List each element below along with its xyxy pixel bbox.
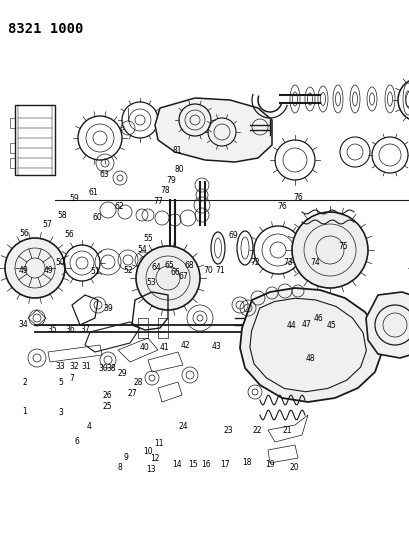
Text: 1: 1: [22, 407, 27, 416]
Text: 69: 69: [227, 231, 237, 240]
Text: 26: 26: [102, 391, 112, 400]
Text: 53: 53: [146, 278, 155, 287]
Text: 35: 35: [47, 325, 57, 334]
Text: 25: 25: [102, 402, 112, 410]
Text: 8: 8: [117, 464, 122, 472]
Text: 46: 46: [313, 314, 323, 323]
Text: 18: 18: [241, 458, 251, 467]
Text: 36: 36: [65, 325, 75, 334]
Polygon shape: [239, 288, 381, 402]
Text: 11: 11: [154, 439, 164, 448]
Circle shape: [291, 212, 367, 288]
Text: 32: 32: [70, 362, 79, 371]
Text: 67: 67: [178, 272, 188, 280]
Text: 14: 14: [172, 461, 182, 469]
Text: 20: 20: [289, 464, 299, 472]
Text: 52: 52: [123, 266, 133, 275]
Text: 9: 9: [124, 453, 128, 462]
Text: 29: 29: [117, 369, 127, 377]
Text: 47: 47: [301, 320, 311, 328]
Text: 51: 51: [90, 268, 100, 276]
Text: 75: 75: [338, 242, 348, 251]
Text: 28: 28: [133, 378, 143, 387]
Text: 15: 15: [187, 461, 197, 469]
Text: 79: 79: [166, 176, 176, 184]
Text: 68: 68: [184, 261, 194, 270]
Polygon shape: [155, 98, 271, 162]
Text: 74: 74: [309, 258, 319, 266]
Circle shape: [5, 238, 65, 298]
Text: 70: 70: [203, 266, 213, 275]
Text: 62: 62: [115, 203, 124, 211]
Text: 44: 44: [286, 321, 296, 329]
Text: 13: 13: [146, 465, 155, 473]
Text: 12: 12: [150, 454, 160, 463]
Text: 8321 1000: 8321 1000: [8, 22, 83, 36]
Text: 81: 81: [172, 146, 182, 155]
Text: 19: 19: [264, 461, 274, 469]
Text: 45: 45: [326, 321, 335, 329]
Text: 56: 56: [64, 230, 74, 239]
Text: 34: 34: [19, 320, 29, 328]
Text: 17: 17: [219, 461, 229, 469]
Text: 27: 27: [127, 389, 137, 398]
Text: 41: 41: [159, 343, 169, 352]
Text: 6: 6: [74, 437, 79, 446]
Text: 2: 2: [22, 378, 27, 387]
Text: 5: 5: [58, 378, 63, 387]
Text: 59: 59: [70, 194, 79, 203]
Text: 42: 42: [180, 341, 190, 350]
Text: 7: 7: [69, 374, 74, 383]
Text: 57: 57: [42, 221, 52, 229]
Text: 4: 4: [87, 422, 92, 431]
Text: 61: 61: [88, 189, 98, 197]
Text: 50: 50: [56, 258, 65, 266]
Text: 40: 40: [139, 343, 149, 352]
Text: 30: 30: [98, 365, 108, 373]
Text: 66: 66: [170, 269, 180, 277]
Text: 76: 76: [276, 203, 286, 211]
Text: 48: 48: [305, 354, 315, 362]
Text: 49: 49: [43, 266, 53, 275]
Text: 23: 23: [223, 426, 233, 435]
Text: 60: 60: [92, 213, 102, 222]
Text: 77: 77: [153, 197, 162, 206]
Text: 58: 58: [57, 211, 67, 220]
Text: 73: 73: [282, 258, 292, 266]
Text: 63: 63: [99, 171, 109, 179]
Text: 37: 37: [80, 325, 90, 334]
Text: 22: 22: [252, 426, 262, 435]
Text: 76: 76: [293, 193, 303, 201]
Text: 39: 39: [103, 304, 113, 312]
Text: 72: 72: [249, 258, 259, 266]
Text: 10: 10: [142, 448, 152, 456]
Text: 21: 21: [281, 426, 291, 435]
Text: 71: 71: [215, 266, 225, 275]
Text: 16: 16: [200, 461, 210, 469]
Text: 64: 64: [151, 263, 161, 272]
Polygon shape: [365, 292, 409, 358]
Text: 54: 54: [137, 245, 147, 254]
Text: 24: 24: [178, 422, 188, 431]
Text: 80: 80: [174, 165, 184, 174]
Text: 38: 38: [106, 365, 116, 373]
Text: 43: 43: [211, 342, 221, 351]
Text: 78: 78: [160, 187, 169, 195]
Text: 49: 49: [19, 266, 29, 275]
Text: 56: 56: [19, 229, 29, 238]
Text: 3: 3: [58, 408, 63, 417]
Circle shape: [136, 246, 200, 310]
Text: 55: 55: [143, 235, 153, 243]
Text: 33: 33: [56, 362, 65, 371]
Text: 31: 31: [81, 362, 91, 371]
Text: 65: 65: [164, 261, 173, 270]
